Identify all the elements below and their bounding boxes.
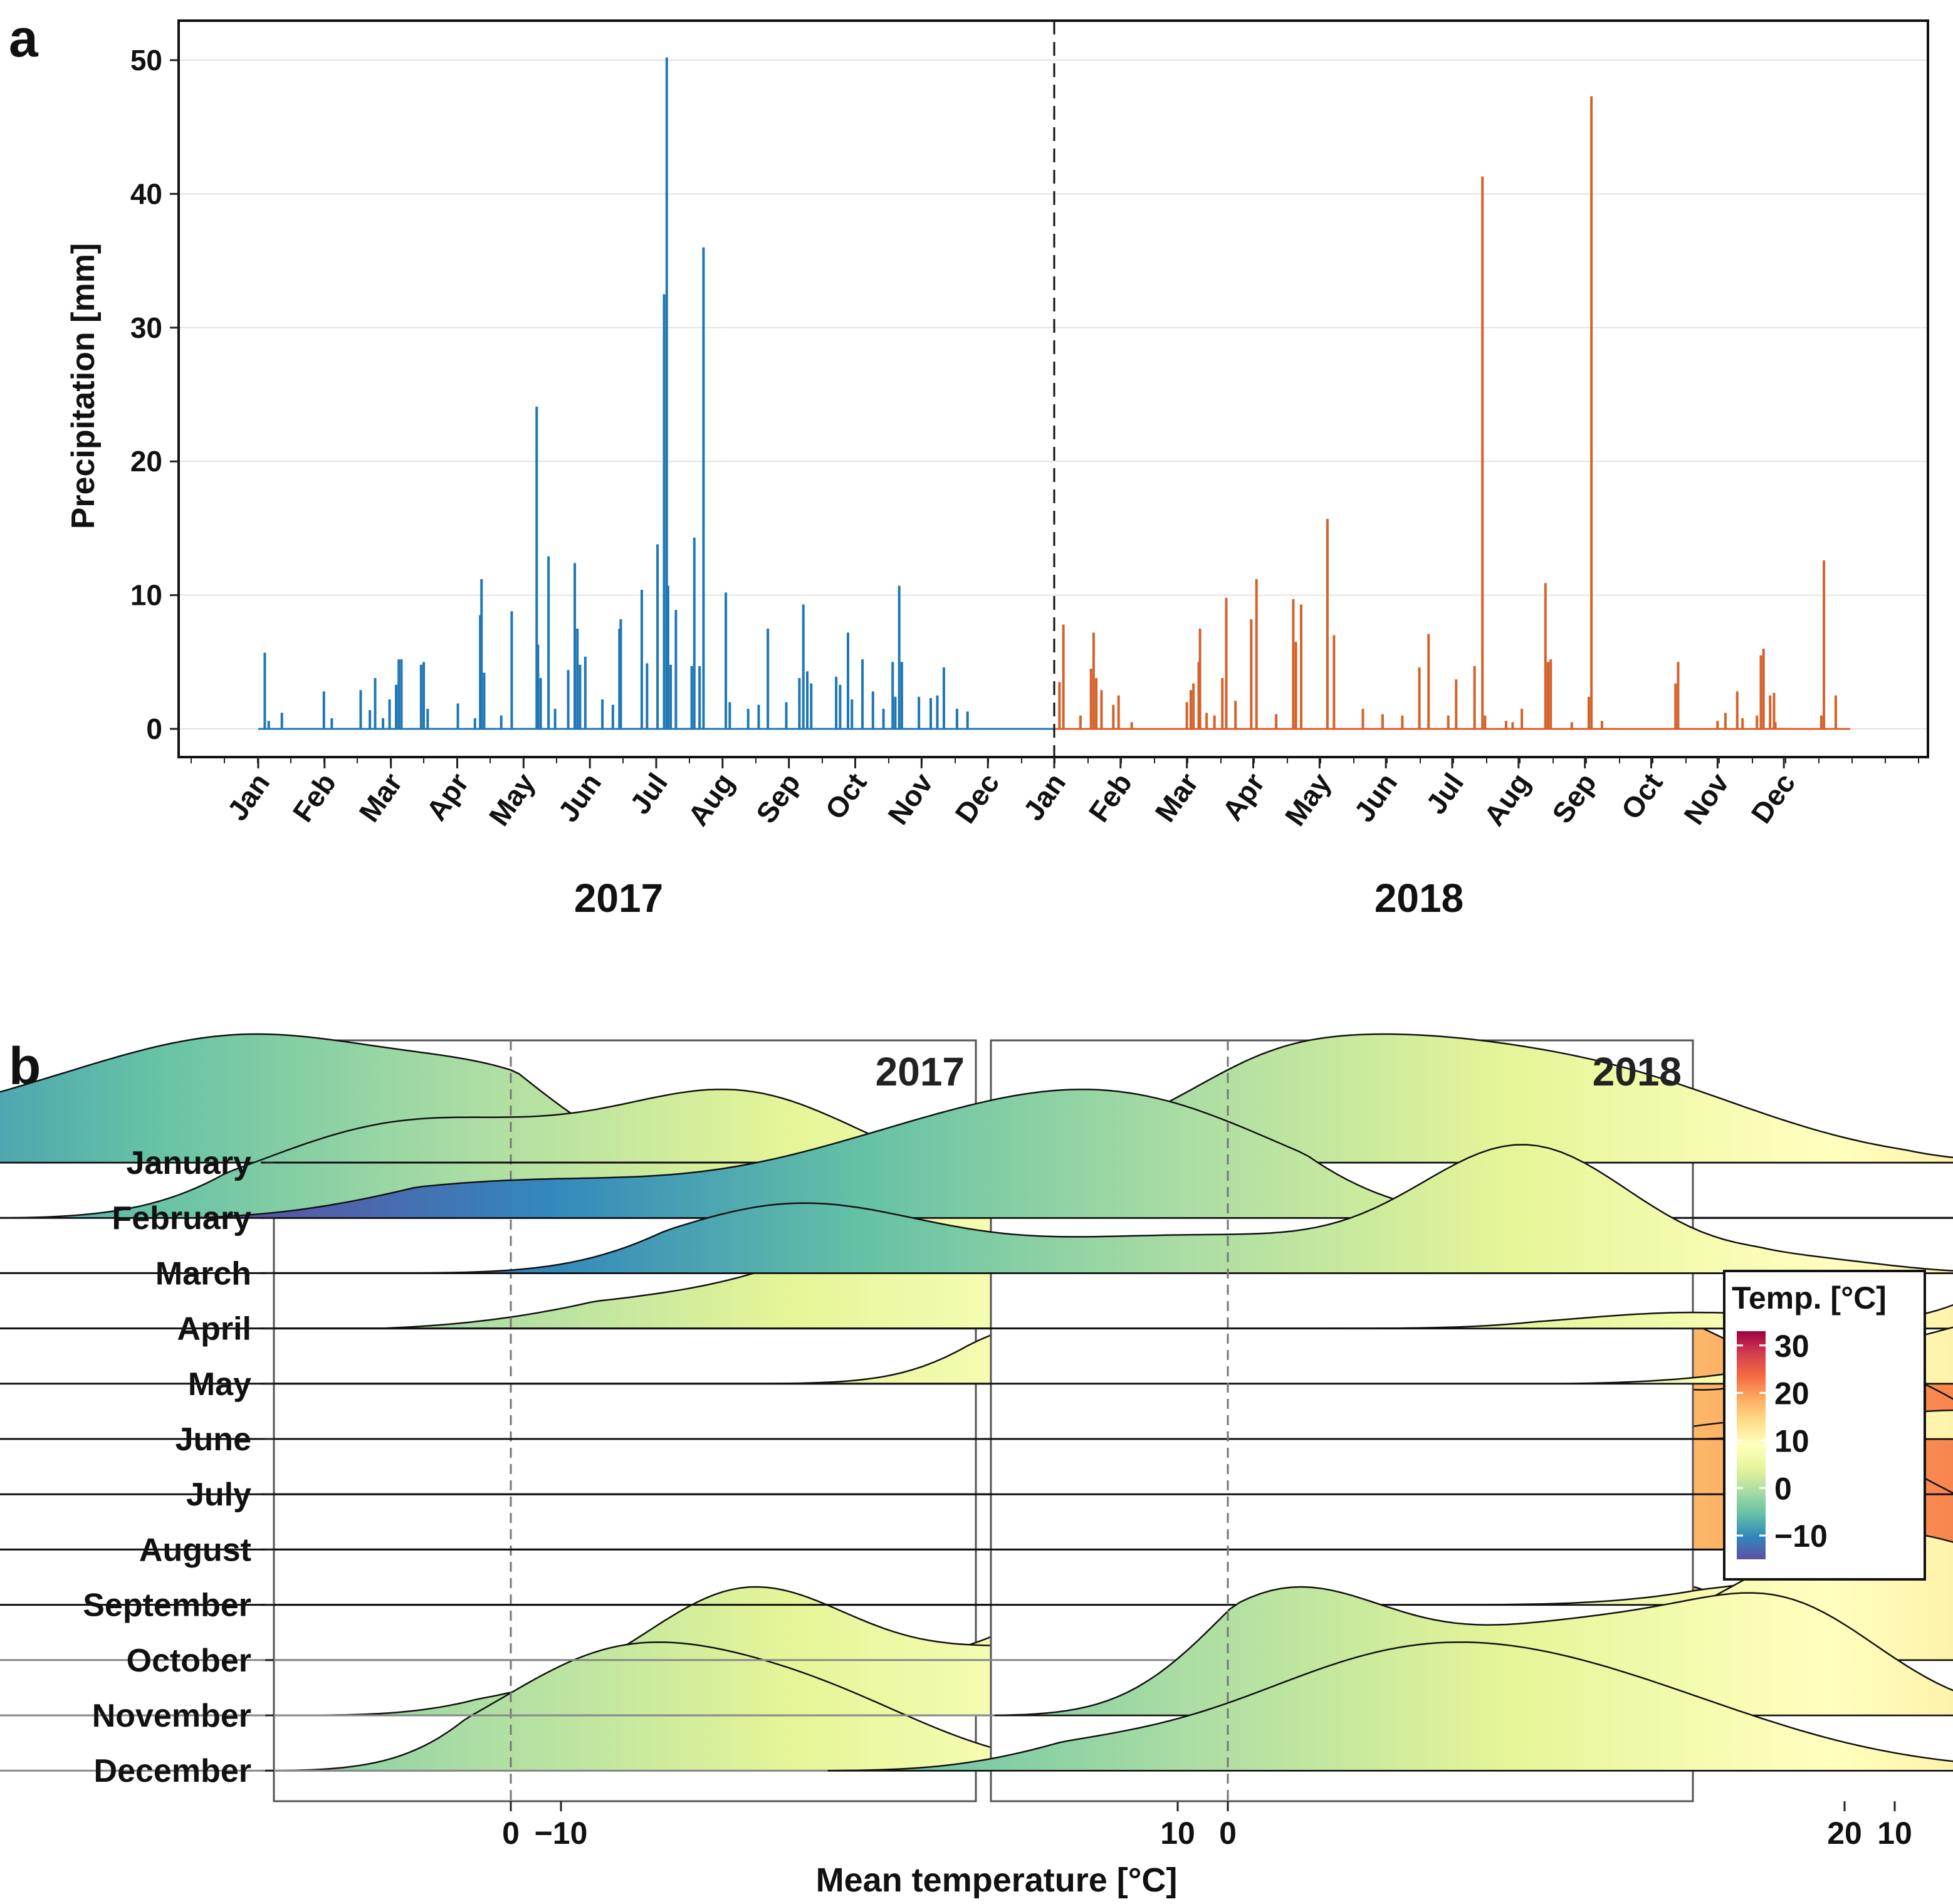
- x-tick-label: 0: [1219, 1816, 1237, 1851]
- ridge-density-february: [194, 1088, 1528, 1219]
- x-tick-label: −10: [535, 1816, 588, 1851]
- year-label-2017: 2017: [574, 876, 663, 921]
- year-label-2018: 2018: [1374, 876, 1463, 921]
- temperature-legend: Temp. [°C] 30 20 10 0 −10: [1723, 1270, 1926, 1581]
- x-month-label: Nov: [881, 767, 940, 830]
- x-month-label: Oct: [1615, 767, 1669, 825]
- month-label-may: May: [188, 1366, 251, 1403]
- month-label-march: March: [155, 1255, 251, 1292]
- temperature-ridgeline-chart: 2017−1001020302018−100102030JanuaryFebru…: [0, 1033, 1953, 1899]
- x-month-label: Apr: [420, 767, 475, 827]
- x-month-label: Aug: [1477, 767, 1536, 832]
- legend-tick-label: −10: [1774, 1519, 1828, 1554]
- x-month-label: Nov: [1677, 767, 1736, 830]
- legend-tick-label: 10: [1774, 1423, 1809, 1458]
- month-label-february: February: [112, 1200, 251, 1237]
- facet-year-label: 2018: [1593, 1049, 1682, 1094]
- month-label-september: September: [83, 1588, 251, 1624]
- panel-a-letter: a: [9, 9, 39, 68]
- x-month-label: Dec: [1744, 767, 1801, 829]
- x-month-label: Sep: [1546, 767, 1603, 829]
- x-month-label: Jul: [623, 767, 674, 820]
- y-tick-label: 50: [130, 44, 162, 76]
- x-month-label: Mar: [352, 767, 409, 828]
- x-month-label: Oct: [819, 767, 873, 825]
- legend-tick-label: 30: [1774, 1329, 1809, 1364]
- x-month-label: Mar: [1148, 767, 1205, 828]
- y-tick-label: 30: [130, 311, 162, 344]
- y-tick-label: 40: [130, 177, 162, 210]
- ridge-density-december: [827, 1641, 1953, 1772]
- x-month-label: Jun: [552, 767, 608, 828]
- x-month-label: Sep: [750, 767, 807, 829]
- x-axis-title: Mean temperature [°C]: [816, 1861, 1178, 1899]
- x-month-label: Jan: [1017, 767, 1072, 827]
- x-month-label: May: [1279, 767, 1338, 832]
- x-month-label: Apr: [1216, 767, 1271, 827]
- x-month-label: Dec: [948, 767, 1005, 829]
- x-month-label: Aug: [681, 767, 740, 832]
- y-axis-title: Precipitation [mm]: [65, 243, 102, 530]
- ridge-density-march: [394, 1144, 1953, 1274]
- month-label-december: December: [94, 1753, 251, 1789]
- x-tick-label: 20: [1827, 1816, 1862, 1851]
- legend-colorbar: [1737, 1331, 1766, 1559]
- x-tick-label: 10: [1160, 1816, 1195, 1851]
- month-label-august: August: [139, 1532, 251, 1568]
- x-month-label: May: [483, 767, 542, 832]
- y-tick-label: 20: [130, 445, 162, 478]
- y-tick-label: 10: [130, 579, 162, 612]
- x-tick-label: 10: [1877, 1816, 1912, 1851]
- month-label-july: July: [186, 1477, 251, 1513]
- facet-year-label: 2017: [876, 1049, 965, 1094]
- y-tick-label: 0: [146, 713, 162, 745]
- x-month-label: Jul: [1419, 767, 1470, 820]
- legend-title: Temp. [°C]: [1732, 1280, 1887, 1316]
- month-label-april: April: [177, 1311, 251, 1347]
- x-month-label: Jun: [1348, 767, 1404, 828]
- x-month-label: Jan: [221, 767, 276, 827]
- month-label-october: October: [127, 1643, 251, 1679]
- month-label-november: November: [92, 1698, 251, 1734]
- month-label-january: January: [127, 1145, 252, 1181]
- x-month-label: Feb: [1082, 767, 1139, 828]
- x-tick-label: 0: [502, 1816, 520, 1851]
- month-label-june: June: [175, 1421, 251, 1458]
- x-month-label: Feb: [286, 767, 343, 828]
- legend-tick-label: 20: [1774, 1376, 1809, 1411]
- legend-tick-label: 0: [1774, 1471, 1792, 1506]
